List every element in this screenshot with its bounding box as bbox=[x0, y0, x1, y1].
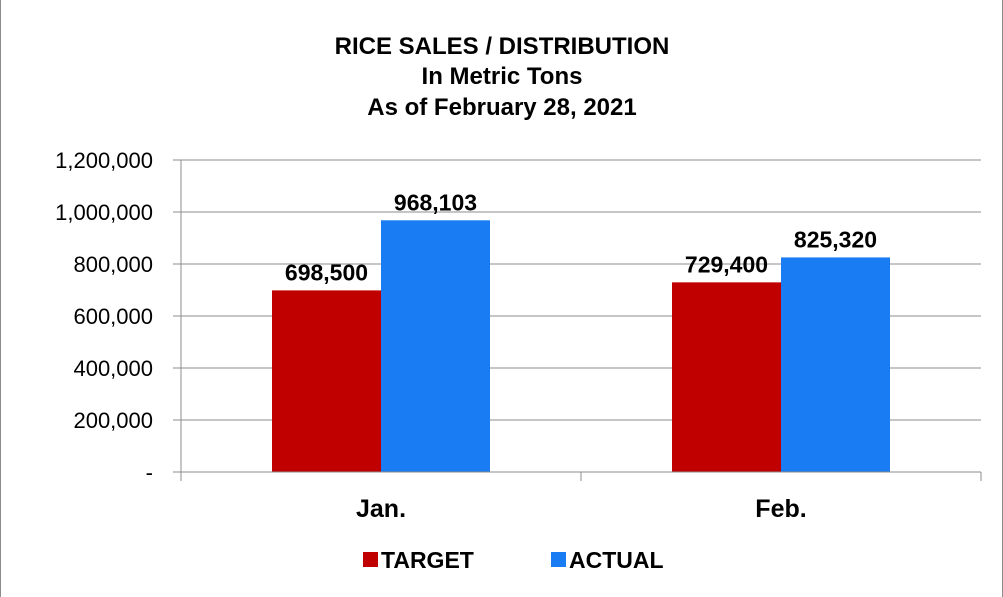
x-category-label-1: Feb. bbox=[755, 495, 806, 523]
data-label-actual-1: 825,320 bbox=[794, 226, 877, 252]
y-tick-label-3: 600,000 bbox=[73, 304, 153, 329]
bar-actual-1 bbox=[781, 257, 890, 472]
data-labels: 698,500 729,400 968,103 825,320 bbox=[285, 189, 877, 285]
y-tick-label-2: 400,000 bbox=[73, 356, 153, 381]
x-axis-category-labels: Jan. Feb. bbox=[356, 495, 807, 523]
x-axis bbox=[180, 471, 982, 481]
legend-label-target: TARGET bbox=[381, 547, 474, 573]
y-tick-label-0: - bbox=[146, 460, 153, 485]
y-tick-label-5: 1,000,000 bbox=[55, 200, 153, 225]
y-axis-tick-labels: - 200,000 400,000 600,000 800,000 1,000,000 1,… bbox=[55, 148, 182, 485]
y-tick-label-4: 800,000 bbox=[73, 252, 153, 277]
chart-title: RICE SALES / DISTRIBUTION In Metric Tons A… bbox=[335, 33, 670, 121]
data-label-target-0: 698,500 bbox=[285, 259, 368, 285]
legend-label-actual: ACTUAL bbox=[569, 547, 664, 573]
bar-target-1 bbox=[672, 282, 781, 472]
bar-target-0 bbox=[272, 290, 381, 472]
legend-swatch-target bbox=[363, 552, 378, 567]
bars bbox=[272, 220, 890, 472]
legend-swatch-actual bbox=[551, 552, 566, 567]
chart-title-line-1: RICE SALES / DISTRIBUTION bbox=[335, 33, 670, 60]
y-tick-label-6: 1,200,000 bbox=[55, 148, 153, 173]
chart-title-line-2: In Metric Tons bbox=[422, 63, 583, 90]
chart-title-line-3: As of February 28, 2021 bbox=[367, 94, 636, 121]
y-tick-label-1: 200,000 bbox=[73, 408, 153, 433]
data-label-target-1: 729,400 bbox=[685, 251, 768, 277]
bar-actual-0 bbox=[381, 220, 490, 472]
data-label-actual-0: 968,103 bbox=[394, 189, 477, 215]
x-category-label-0: Jan. bbox=[356, 495, 406, 523]
legend: TARGET ACTUAL bbox=[363, 547, 664, 573]
